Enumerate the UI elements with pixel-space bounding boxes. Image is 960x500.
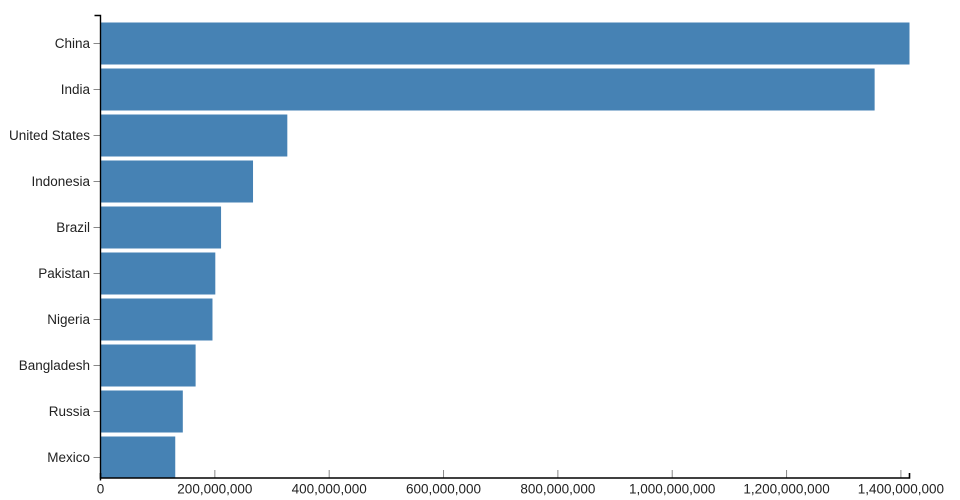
bar-united-states <box>100 114 288 157</box>
bar-pakistan <box>100 252 216 295</box>
bar-mexico <box>100 436 176 479</box>
y-tick-label: Mexico <box>47 450 90 465</box>
y-tick-label: United States <box>9 128 90 143</box>
bar-brazil <box>100 206 222 249</box>
y-axis-line <box>94 14 102 481</box>
bar-indonesia <box>100 160 254 203</box>
y-tick-label: India <box>61 82 91 97</box>
bar-china <box>100 22 910 65</box>
y-tick-label: Pakistan <box>38 266 90 281</box>
bar-nigeria <box>100 298 213 341</box>
y-tick-label: Nigeria <box>47 312 90 327</box>
x-tick-label: 0 <box>97 482 105 497</box>
bar-india <box>100 68 875 111</box>
x-tick-label: 1,200,000,000 <box>743 482 829 497</box>
x-axis-line <box>99 473 911 479</box>
bar-russia <box>100 390 183 433</box>
x-tick-label: 800,000,000 <box>520 482 595 497</box>
y-tick-label: Russia <box>49 404 91 419</box>
y-tick-label: Brazil <box>56 220 90 235</box>
y-tick-label: Bangladesh <box>19 358 90 373</box>
y-tick-label: China <box>55 36 91 51</box>
x-tick-label: 400,000,000 <box>292 482 367 497</box>
y-tick-label: Indonesia <box>31 174 90 189</box>
x-tick-label: 600,000,000 <box>406 482 481 497</box>
x-tick-label: 200,000,000 <box>177 482 252 497</box>
x-tick-label: 1,400,000,000 <box>858 482 944 497</box>
bar-bangladesh <box>100 344 196 387</box>
x-tick-label: 1,000,000,000 <box>629 482 715 497</box>
